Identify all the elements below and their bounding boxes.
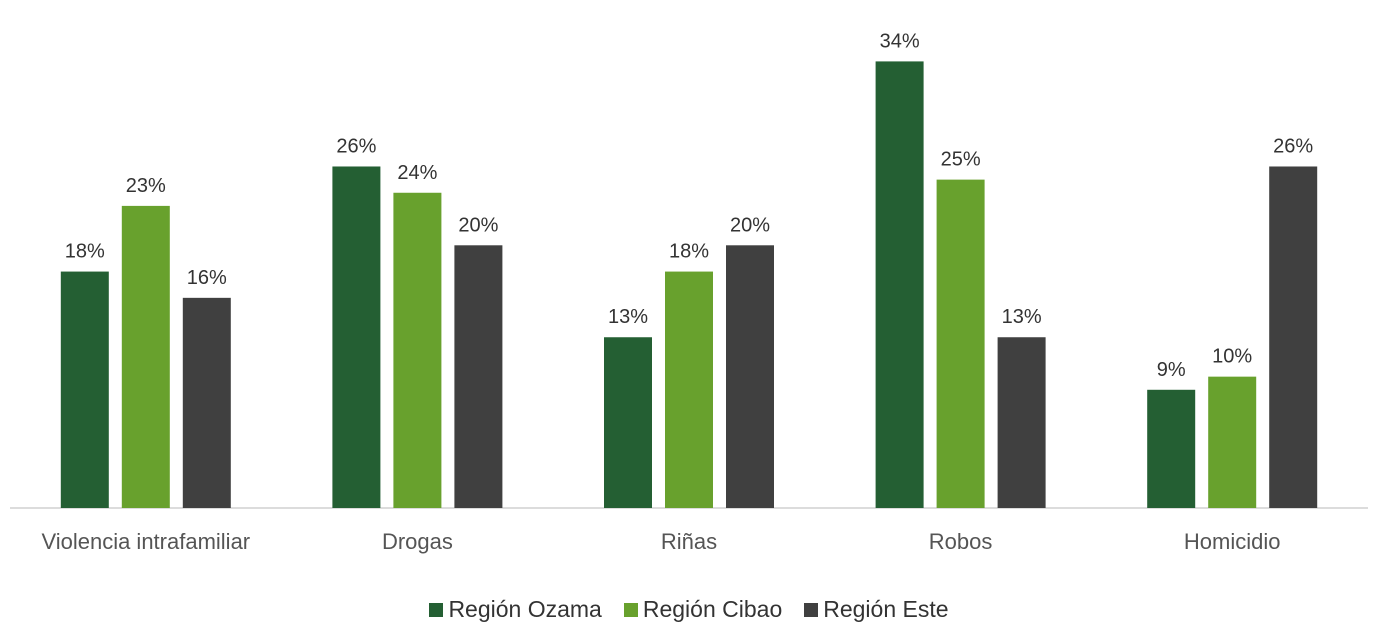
data-label-region-ozama-homicidio: 9% [1157,359,1186,381]
bar-region-este-drogas [454,245,503,508]
data-label-region-cibao-robos: 25% [941,149,981,171]
data-label-region-ozama-robos: 34% [880,30,920,52]
data-label-region-cibao-homicidio: 10% [1212,346,1252,368]
legend-item-cibao: Región Cibao [623,596,783,623]
bar-region-ozama-violencia-intrafamiliar [60,271,109,508]
bar-region-ozama-drogas [332,166,381,508]
legend-item-ozama: Región Ozama [429,596,602,623]
legend-item-este: Región Este [804,596,949,623]
legend-label-ozama: Región Ozama [448,596,602,622]
bar-chart: 18% 23% 16% 26% 24% 20% 13% 18% 20% 34% 25% 13% 9% 10… [10,30,1368,554]
data-label-region-este-homicidio: 26% [1273,135,1313,157]
legend-swatch-cibao [623,602,638,617]
data-label-region-este-drogas: 20% [458,214,498,236]
category-label-robos: Robos [929,529,993,554]
bar-region-ozama-homicidio [1147,389,1196,508]
category-label-homicidio: Homicidio [1184,529,1281,554]
bar-region-cibao-robos [936,179,985,508]
data-label-region-ozama-violencia-intrafamiliar: 18% [65,241,105,263]
bar-region-cibao-violencia-intrafamiliar [121,205,170,508]
bar-region-este-robos [997,337,1046,508]
bar-region-este-homicidio [1269,166,1318,508]
data-label-region-cibao-violencia-intrafamiliar: 23% [126,175,166,197]
legend-swatch-ozama [429,602,444,617]
bar-region-cibao-homicidio [1208,376,1257,508]
category-label-rinas: Riñas [661,529,717,554]
legend-label-cibao: Región Cibao [642,596,783,622]
data-label-region-cibao-rinas: 18% [669,241,709,263]
bar-region-cibao-drogas [393,192,442,508]
bar-region-ozama-robos [875,61,924,509]
data-label-region-este-robos: 13% [1002,306,1042,328]
category-label-drogas: Drogas [382,529,453,554]
category-label-violencia-intrafamiliar: Violencia intrafamiliar [41,529,250,554]
bar-region-cibao-rinas [665,271,713,508]
data-label-region-cibao-drogas: 24% [397,162,437,184]
data-label-region-ozama-rinas: 13% [608,306,648,328]
legend: Región Ozama Región Cibao Región Este [0,596,1378,623]
data-label-region-este-rinas: 20% [730,214,770,236]
legend-label-este: Región Este [823,596,949,622]
data-label-region-este-violencia-intrafamiliar: 16% [187,267,227,289]
data-label-region-ozama-drogas: 26% [336,135,376,157]
legend-swatch-este [804,602,819,617]
bar-region-este-violencia-intrafamiliar [182,297,231,508]
bar-region-este-rinas [726,245,774,508]
bar-region-ozama-rinas [604,337,652,508]
